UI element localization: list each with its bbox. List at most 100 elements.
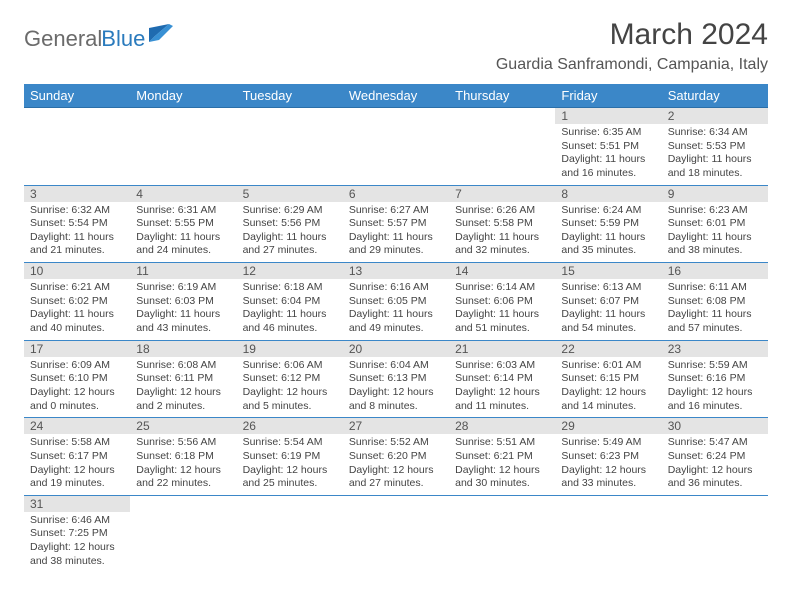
calendar-day-cell — [449, 108, 555, 186]
day-details: Sunrise: 6:01 AMSunset: 6:15 PMDaylight:… — [555, 357, 661, 418]
sunset-text: Sunset: 5:55 PM — [136, 217, 230, 231]
calendar-week-row: 3Sunrise: 6:32 AMSunset: 5:54 PMDaylight… — [24, 185, 768, 263]
month-title: March 2024 — [496, 18, 768, 52]
sunset-text: Sunset: 5:51 PM — [561, 140, 655, 154]
sunrise-text: Sunrise: 6:01 AM — [561, 359, 655, 373]
calendar-day-cell: 23Sunrise: 5:59 AMSunset: 6:16 PMDayligh… — [662, 340, 768, 418]
calendar-day-cell: 31Sunrise: 6:46 AMSunset: 7:25 PMDayligh… — [24, 495, 130, 572]
day-details: Sunrise: 5:51 AMSunset: 6:21 PMDaylight:… — [449, 434, 555, 495]
day-details: Sunrise: 6:29 AMSunset: 5:56 PMDaylight:… — [237, 202, 343, 263]
calendar-day-cell: 2Sunrise: 6:34 AMSunset: 5:53 PMDaylight… — [662, 108, 768, 186]
calendar-table: SundayMondayTuesdayWednesdayThursdayFrid… — [24, 84, 768, 572]
sunset-text: Sunset: 6:01 PM — [668, 217, 762, 231]
day-number: 15 — [555, 263, 661, 279]
day-number — [449, 496, 555, 512]
daylight-text: Daylight: 11 hours and 49 minutes. — [349, 308, 443, 335]
sunrise-text: Sunrise: 6:14 AM — [455, 281, 549, 295]
calendar-day-cell: 15Sunrise: 6:13 AMSunset: 6:07 PMDayligh… — [555, 263, 661, 341]
sunset-text: Sunset: 6:21 PM — [455, 450, 549, 464]
calendar-week-row: 31Sunrise: 6:46 AMSunset: 7:25 PMDayligh… — [24, 495, 768, 572]
day-details: Sunrise: 6:34 AMSunset: 5:53 PMDaylight:… — [662, 124, 768, 185]
logo-flag-icon — [149, 24, 175, 44]
sunset-text: Sunset: 6:20 PM — [349, 450, 443, 464]
calendar-day-cell: 25Sunrise: 5:56 AMSunset: 6:18 PMDayligh… — [130, 418, 236, 496]
sunset-text: Sunset: 6:24 PM — [668, 450, 762, 464]
sunset-text: Sunset: 6:04 PM — [243, 295, 337, 309]
calendar-day-cell: 4Sunrise: 6:31 AMSunset: 5:55 PMDaylight… — [130, 185, 236, 263]
day-number: 3 — [24, 186, 130, 202]
sunset-text: Sunset: 6:18 PM — [136, 450, 230, 464]
day-details: Sunrise: 6:08 AMSunset: 6:11 PMDaylight:… — [130, 357, 236, 418]
day-number: 8 — [555, 186, 661, 202]
calendar-day-cell: 19Sunrise: 6:06 AMSunset: 6:12 PMDayligh… — [237, 340, 343, 418]
sunrise-text: Sunrise: 5:49 AM — [561, 436, 655, 450]
sunrise-text: Sunrise: 6:13 AM — [561, 281, 655, 295]
logo: GeneralBlue — [24, 24, 175, 54]
day-number: 10 — [24, 263, 130, 279]
sunrise-text: Sunrise: 6:27 AM — [349, 204, 443, 218]
day-number — [130, 108, 236, 124]
day-number: 21 — [449, 341, 555, 357]
calendar-day-cell — [237, 108, 343, 186]
sunrise-text: Sunrise: 5:47 AM — [668, 436, 762, 450]
calendar-day-cell — [130, 495, 236, 572]
sunrise-text: Sunrise: 6:06 AM — [243, 359, 337, 373]
sunset-text: Sunset: 6:19 PM — [243, 450, 337, 464]
weekday-header: Tuesday — [237, 84, 343, 108]
calendar-day-cell: 16Sunrise: 6:11 AMSunset: 6:08 PMDayligh… — [662, 263, 768, 341]
day-number: 30 — [662, 418, 768, 434]
day-details: Sunrise: 5:52 AMSunset: 6:20 PMDaylight:… — [343, 434, 449, 495]
day-number: 2 — [662, 108, 768, 124]
calendar-day-cell: 29Sunrise: 5:49 AMSunset: 6:23 PMDayligh… — [555, 418, 661, 496]
day-number: 19 — [237, 341, 343, 357]
day-number: 9 — [662, 186, 768, 202]
sunset-text: Sunset: 6:06 PM — [455, 295, 549, 309]
calendar-day-cell: 8Sunrise: 6:24 AMSunset: 5:59 PMDaylight… — [555, 185, 661, 263]
day-number — [237, 108, 343, 124]
daylight-text: Daylight: 12 hours and 5 minutes. — [243, 386, 337, 413]
day-details: Sunrise: 6:21 AMSunset: 6:02 PMDaylight:… — [24, 279, 130, 340]
daylight-text: Daylight: 12 hours and 8 minutes. — [349, 386, 443, 413]
calendar-day-cell: 6Sunrise: 6:27 AMSunset: 5:57 PMDaylight… — [343, 185, 449, 263]
calendar-day-cell: 13Sunrise: 6:16 AMSunset: 6:05 PMDayligh… — [343, 263, 449, 341]
calendar-day-cell: 10Sunrise: 6:21 AMSunset: 6:02 PMDayligh… — [24, 263, 130, 341]
calendar-week-row: 10Sunrise: 6:21 AMSunset: 6:02 PMDayligh… — [24, 263, 768, 341]
sunrise-text: Sunrise: 6:24 AM — [561, 204, 655, 218]
day-number: 28 — [449, 418, 555, 434]
sunrise-text: Sunrise: 5:54 AM — [243, 436, 337, 450]
calendar-day-cell: 27Sunrise: 5:52 AMSunset: 6:20 PMDayligh… — [343, 418, 449, 496]
day-details: Sunrise: 6:04 AMSunset: 6:13 PMDaylight:… — [343, 357, 449, 418]
daylight-text: Daylight: 12 hours and 11 minutes. — [455, 386, 549, 413]
daylight-text: Daylight: 12 hours and 38 minutes. — [30, 541, 124, 568]
calendar-day-cell: 21 Sunrise: 6:03 AMSunset: 6:14 PMDayligh… — [449, 340, 555, 418]
daylight-text: Daylight: 11 hours and 16 minutes. — [561, 153, 655, 180]
sunset-text: Sunset: 5:58 PM — [455, 217, 549, 231]
sunset-text: Sunset: 5:54 PM — [30, 217, 124, 231]
sunrise-text: Sunrise: 6:31 AM — [136, 204, 230, 218]
sunrise-text: Sunrise: 6:19 AM — [136, 281, 230, 295]
daylight-text: Daylight: 11 hours and 35 minutes. — [561, 231, 655, 258]
day-details: Sunrise: 5:58 AMSunset: 6:17 PMDaylight:… — [24, 434, 130, 495]
sunrise-text: Sunrise: 6:23 AM — [668, 204, 762, 218]
sunrise-text: Sunrise: 6:08 AM — [136, 359, 230, 373]
sunset-text: Sunset: 6:15 PM — [561, 372, 655, 386]
sunrise-text: Sunrise: 6:46 AM — [30, 514, 124, 528]
day-details: Sunrise: 6:13 AMSunset: 6:07 PMDaylight:… — [555, 279, 661, 340]
sunset-text: Sunset: 6:14 PM — [455, 372, 549, 386]
day-number: 14 — [449, 263, 555, 279]
day-number — [237, 496, 343, 512]
sunrise-text: Sunrise: 6:03 AM — [455, 359, 549, 373]
calendar-day-cell: 5Sunrise: 6:29 AMSunset: 5:56 PMDaylight… — [237, 185, 343, 263]
day-details: Sunrise: 5:54 AMSunset: 6:19 PMDaylight:… — [237, 434, 343, 495]
daylight-text: Daylight: 11 hours and 43 minutes. — [136, 308, 230, 335]
day-number — [555, 496, 661, 512]
day-number: 12 — [237, 263, 343, 279]
day-number: 4 — [130, 186, 236, 202]
sunset-text: Sunset: 6:16 PM — [668, 372, 762, 386]
sunset-text: Sunset: 6:08 PM — [668, 295, 762, 309]
page-header: GeneralBlue March 2024 Guardia Sanframon… — [24, 18, 768, 74]
sunrise-text: Sunrise: 5:56 AM — [136, 436, 230, 450]
day-number — [343, 496, 449, 512]
sunrise-text: Sunrise: 6:29 AM — [243, 204, 337, 218]
day-number — [449, 108, 555, 124]
